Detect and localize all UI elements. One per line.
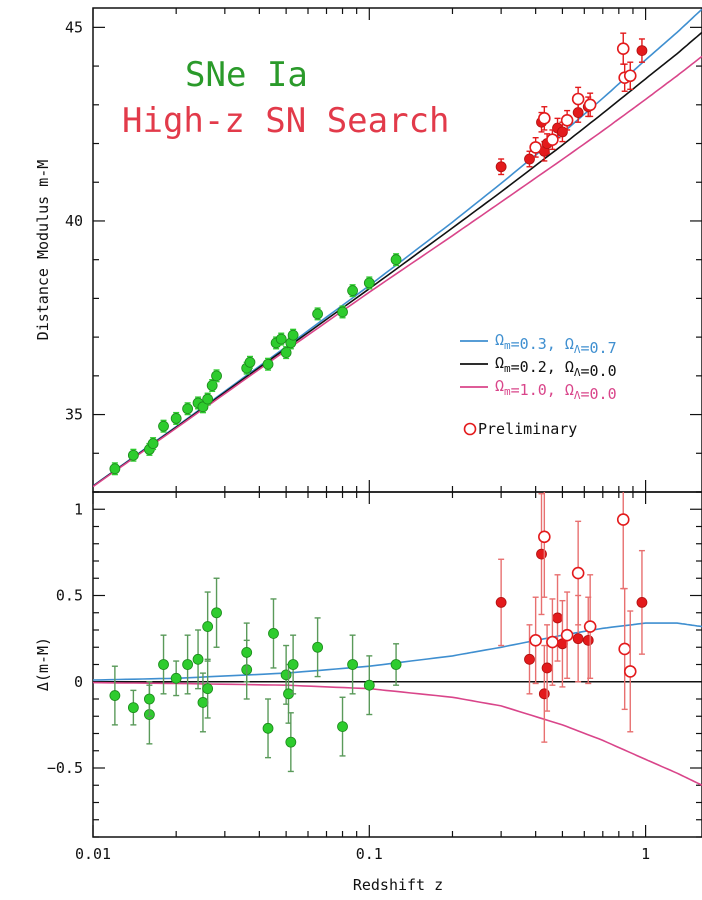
data-point-preliminary [546,129,559,151]
data-point-preliminary [571,520,585,626]
data-point-sne-ia [241,622,253,683]
data-point-sne-ia [192,629,204,690]
y-axis-label-bottom: Δ(m-M) [34,637,52,691]
data-point-high-z-sn-search [636,549,648,655]
y-tick-label: 1 [74,500,83,518]
data-point-sne-ia [127,689,139,726]
bottom-data-points [109,492,648,773]
bottom-model-curves [93,622,702,787]
data-point-sne-ia [390,253,402,267]
model-curve-top-1 [93,31,702,487]
y-tick-label: 0.5 [56,587,83,605]
data-point-preliminary [616,32,630,65]
data-point-sne-ia [170,411,182,425]
data-point-sne-ia [287,634,299,695]
model-curve-bottom-0 [93,622,702,681]
data-point-sne-ia [363,655,375,716]
data-point-sne-ia [170,660,182,697]
top-data-points [109,32,648,476]
data-point-sne-ia [211,369,222,383]
data-point-sne-ia [202,591,214,662]
bottom-axis-ticks: 0.01 0.1 1 −0.5 0 0.5 1 [47,491,702,863]
model-curve-top-2 [93,55,702,488]
data-point-sne-ia [347,634,358,695]
top-axis-ticks: 35 40 45 [65,8,702,493]
data-point-sne-ia [127,448,139,462]
data-point-sne-ia [202,658,214,719]
data-point-sne-ia [211,577,222,648]
data-point-sne-ia [147,437,159,451]
data-point-sne-ia [287,328,299,342]
data-point-sne-ia [143,681,155,717]
data-point-sne-ia [390,643,402,686]
data-point-sne-ia [347,284,358,298]
data-point-sne-ia [337,305,348,319]
data-point-sne-ia [275,332,287,346]
y-axis-label-top: Distance Modulus m-M [34,160,52,341]
data-point-sne-ia [262,698,274,759]
data-point-sne-ia [337,696,348,757]
y-tick-label: 0 [74,673,83,691]
y-tick-label: −0.5 [47,759,83,777]
x-tick-label: 1 [641,845,650,863]
data-point-high-z-sn-search [524,150,535,168]
data-point-high-z-sn-search [538,644,550,743]
data-point-sne-ia [312,617,324,678]
data-point-sne-ia [268,598,279,669]
legend: Ωm=0.3, ΩΛ=0.7Ωm=0.2, ΩΛ=0.0Ωm=1.0, ΩΛ=0… [460,331,617,438]
data-point-sne-ia [109,462,121,476]
data-point-high-z-sn-search [636,38,648,63]
data-point-preliminary [623,610,637,733]
data-point-preliminary [560,591,574,679]
legend-label: Ωm=1.0, ΩΛ=0.0 [495,377,617,403]
x-tick-label: 0.1 [356,845,383,863]
data-point-preliminary [623,61,637,91]
data-point-sne-ia [202,392,214,406]
data-point-preliminary [583,92,597,118]
data-point-high-z-sn-search [495,558,507,647]
data-point-preliminary [538,492,551,598]
data-point-preliminary [618,587,631,711]
data-point-preliminary [616,492,630,590]
data-point-preliminary [583,574,597,679]
data-point-sne-ia [312,307,324,321]
model-curve-bottom-1 [93,681,702,787]
data-point-sne-ia [109,665,121,726]
legend-label: Ωm=0.2, ΩΛ=0.0 [495,354,617,380]
y-tick-label: 35 [65,406,83,424]
preliminary-marker-icon [463,422,477,436]
title-high-z-sn-search: High-z SN Search [122,101,450,141]
data-point-high-z-sn-search [552,574,563,662]
data-point-preliminary [529,137,542,158]
title-sne-ia: SNe Ia [185,55,308,95]
data-point-high-z-sn-search [524,624,535,695]
legend-label: Ωm=0.3, ΩΛ=0.7 [495,331,617,357]
y-tick-label: 40 [65,212,83,230]
legend-preliminary-label: Preliminary [478,420,577,438]
data-point-preliminary [571,86,585,112]
data-point-preliminary [546,598,559,686]
data-point-preliminary [529,596,542,685]
x-tick-label: 0.01 [75,845,111,863]
data-point-sne-ia [244,355,256,369]
data-point-high-z-sn-search [582,596,594,685]
data-point-high-z-sn-search [495,158,507,176]
x-axis-label: Redshift z [353,876,443,894]
data-point-sne-ia [182,634,194,695]
data-point-sne-ia [182,402,194,416]
data-point-sne-ia [158,419,169,433]
data-point-sne-ia [285,712,297,773]
data-point-preliminary [538,106,551,131]
data-point-sne-ia [262,357,274,371]
data-point-sne-ia [158,634,169,695]
y-tick-label: 45 [65,18,83,36]
data-point-preliminary [560,109,574,131]
data-point-sne-ia [197,672,209,733]
data-point-sne-ia [363,276,375,290]
